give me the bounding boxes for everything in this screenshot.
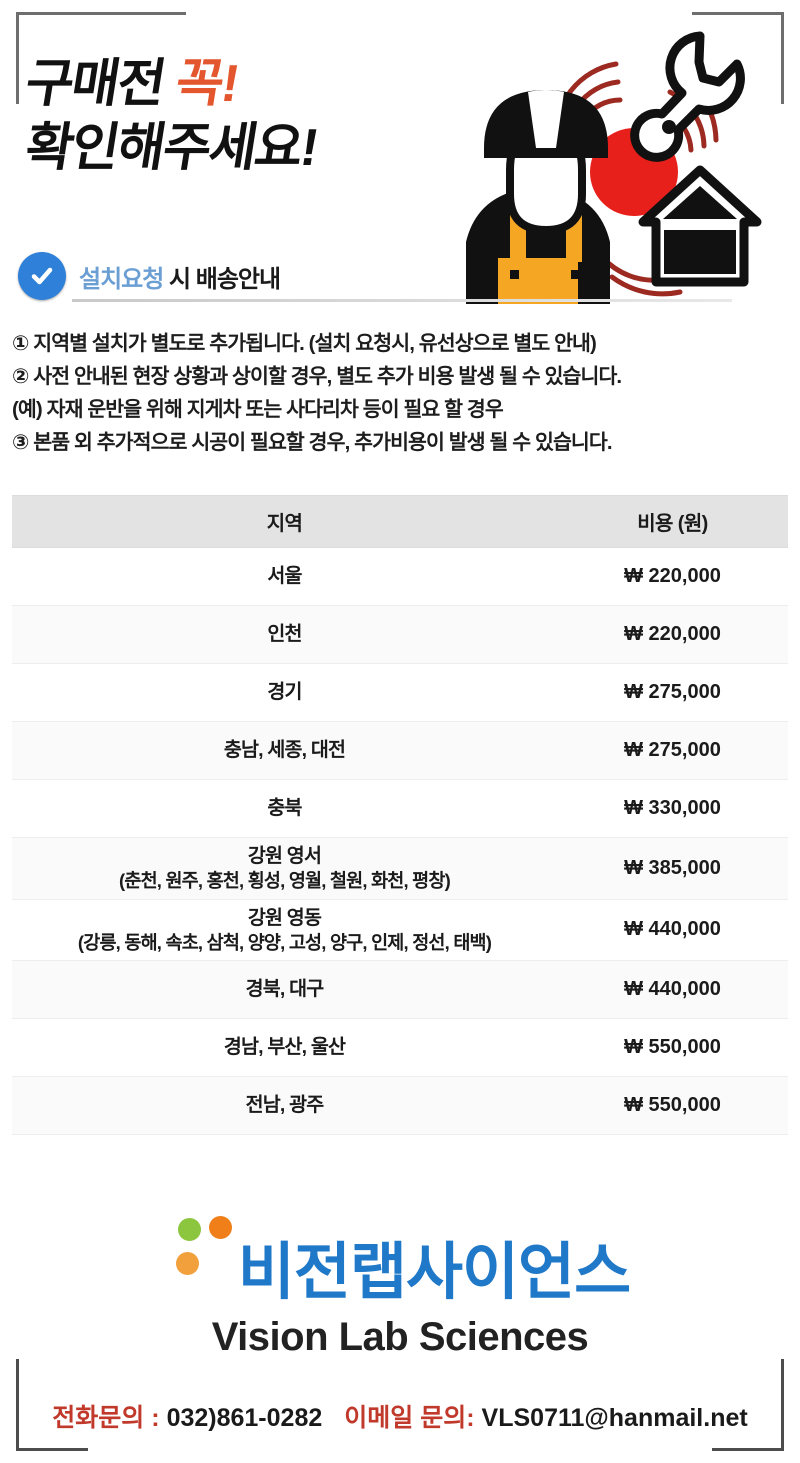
logo-dots-icon <box>170 1212 232 1304</box>
table-row: 인천 ₩ 220,000 <box>12 605 788 664</box>
email-contact[interactable]: 이메일 문의: VLS0711@hanmail.net <box>344 1398 747 1434</box>
cell-region: 충북 <box>12 779 557 838</box>
corner-bracket-bottom-left <box>16 1359 88 1451</box>
cell-price: ₩ 440,000 <box>557 960 788 1020</box>
logo-mark-row: 비전랩사이언스 <box>170 1212 631 1307</box>
cell-region: 인천 <box>12 605 557 664</box>
headline-line-2: 확인해주세요! <box>21 119 321 178</box>
phone-label: 전화문의 : <box>52 1404 160 1432</box>
region-main-label: 경북, 대구 <box>245 978 325 1001</box>
cell-price: ₩ 440,000 <box>557 898 788 962</box>
logo-korean-name: 비전랩사이언스 <box>237 1238 631 1307</box>
corner-bracket-bottom-right <box>712 1359 784 1451</box>
table-row: 서울 ₩ 220,000 <box>12 547 788 606</box>
cell-price: ₩ 550,000 <box>557 1076 788 1136</box>
table-row: 경기 ₩ 275,000 <box>12 663 788 722</box>
note-item: (예) 자재 운반을 위해 지게차 또는 사다리차 등이 필요 할 경우 <box>12 398 504 421</box>
check-icon <box>18 252 66 300</box>
house-icon <box>638 165 762 287</box>
phone-value: 032)861-0282 <box>166 1404 323 1432</box>
region-main-label: 경남, 부산, 울산 <box>223 1036 346 1059</box>
column-header-price: 비용 (원) <box>557 495 788 548</box>
cell-region: 경남, 부산, 울산 <box>12 1018 557 1078</box>
notes-list: ① 지역별 설치가 별도로 추가됩니다. (설치 요청시, 유선상으로 별도 안… <box>12 327 792 459</box>
region-main-label: 서울 <box>267 565 302 588</box>
logo-dot-orange-top <box>208 1216 232 1239</box>
cell-region: 경북, 대구 <box>12 960 557 1020</box>
table-row: 충남, 세종, 대전 ₩ 275,000 <box>12 721 788 780</box>
headline-primary-text: 구매전 <box>21 55 169 113</box>
badge-label: 설치요청 시 배송안내 <box>79 259 281 294</box>
note-item: ② 사전 안내된 현장 상황과 상이할 경우, 별도 추가 비용 발생 될 수 … <box>12 365 622 388</box>
badge-rest-text: 시 배송안내 <box>163 265 281 293</box>
cell-region: 경기 <box>12 663 557 722</box>
cell-price: ₩ 330,000 <box>557 779 788 838</box>
table-row: 충북 ₩ 330,000 <box>12 779 788 838</box>
table-row: 전남, 광주 ₩ 550,000 <box>12 1076 788 1136</box>
cell-price: ₩ 275,000 <box>557 721 788 780</box>
badge-highlight-text: 설치요청 <box>79 265 164 293</box>
headline-line-1: 구매전 꼭! <box>21 52 471 116</box>
cell-price: ₩ 385,000 <box>557 837 788 900</box>
cell-price: ₩ 220,000 <box>557 547 788 606</box>
cell-region: 충남, 세종, 대전 <box>12 721 557 780</box>
cell-price: ₩ 220,000 <box>557 605 788 664</box>
table-row: 경남, 부산, 울산 ₩ 550,000 <box>12 1018 788 1078</box>
note-item: ③ 본품 외 추가적으로 시공이 필요할 경우, 추가비용이 발생 될 수 있습… <box>12 431 613 454</box>
cell-region: 강원 영동 (강릉, 동해, 속초, 삼척, 양양, 고성, 양구, 인제, 정… <box>12 898 557 962</box>
region-main-label: 강원 영서 <box>247 845 322 867</box>
column-header-region: 지역 <box>12 495 557 548</box>
installation-fee-table: 지역 비용 (원) 서울 ₩ 220,000 인천 ₩ 220,000 경기 <box>12 495 788 1136</box>
worker-figure <box>466 90 610 304</box>
region-main-label: 전남, 광주 <box>245 1094 325 1117</box>
email-label: 이메일 문의: <box>344 1404 475 1432</box>
table-row: 강원 영동 (강릉, 동해, 속초, 삼척, 양양, 고성, 양구, 인제, 정… <box>12 898 788 962</box>
cell-price: ₩ 275,000 <box>557 663 788 722</box>
region-sub-label: (강릉, 동해, 속초, 삼척, 양양, 고성, 양구, 인제, 정선, 태백) <box>77 931 492 953</box>
cell-price: ₩ 550,000 <box>557 1018 788 1078</box>
logo-dot-green <box>177 1218 201 1241</box>
region-main-label: 충북 <box>267 797 302 820</box>
badge-divider <box>72 299 732 302</box>
region-main-label: 경기 <box>267 681 302 704</box>
company-logo: 비전랩사이언스 Vision Lab Sciences <box>0 1212 800 1360</box>
table-row: 강원 영서 (춘천, 원주, 홍천, 횡성, 영월, 철원, 화천, 평창) ₩… <box>12 837 788 900</box>
corner-bracket-top-left <box>16 12 186 104</box>
cell-region: 강원 영서 (춘천, 원주, 홍천, 횡성, 영월, 철원, 화천, 평창) <box>12 837 557 900</box>
headline-accent-text: 꼭! <box>171 55 242 113</box>
page-title: 구매전 꼭! 확인해주세요! <box>21 52 466 181</box>
logo-dot-orange-bottom <box>175 1252 199 1275</box>
logo-english-name: Vision Lab Sciences <box>211 1315 589 1359</box>
email-value: VLS0711@hanmail.net <box>481 1404 748 1432</box>
table-header-row: 지역 비용 (원) <box>12 495 788 548</box>
region-sub-label: (춘천, 원주, 홍천, 횡성, 영월, 철원, 화천, 평창) <box>118 869 451 891</box>
region-main-label: 충남, 세종, 대전 <box>223 739 346 762</box>
table-row: 경북, 대구 ₩ 440,000 <box>12 960 788 1020</box>
contact-bar: 전화문의 : 032)861-0282 이메일 문의: VLS0711@hanm… <box>0 1398 800 1434</box>
table-header: 지역 비용 (원) <box>12 495 788 548</box>
cell-region: 전남, 광주 <box>12 1076 557 1136</box>
phone-contact[interactable]: 전화문의 : 032)861-0282 <box>52 1398 322 1434</box>
corner-bracket-top-right <box>692 12 784 104</box>
cell-region: 서울 <box>12 547 557 606</box>
note-item: ① 지역별 설치가 별도로 추가됩니다. (설치 요청시, 유선상으로 별도 안… <box>12 332 597 355</box>
wrench-icon <box>630 31 745 162</box>
region-main-label: 인천 <box>267 623 302 646</box>
worker-wrench-house-illustration <box>466 31 762 304</box>
section-badge: 설치요청 시 배송안내 <box>18 252 281 300</box>
table-body: 서울 ₩ 220,000 인천 ₩ 220,000 경기 ₩ 275,000 충… <box>12 547 788 1136</box>
region-main-label: 강원 영동 <box>247 906 322 929</box>
